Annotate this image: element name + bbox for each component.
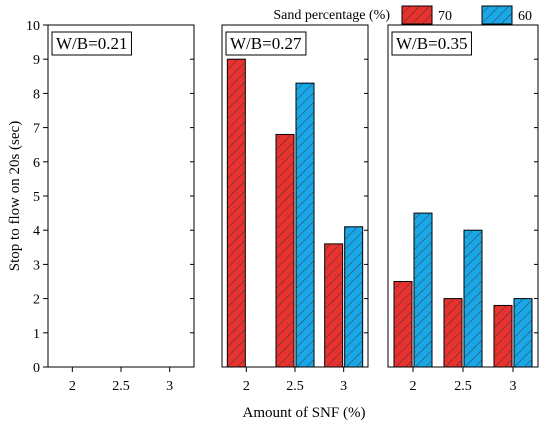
x-tick-label: 2 [410,379,417,394]
bar-hatch [324,243,343,367]
panel-label-box [225,31,307,56]
x-tick-label: 3 [166,379,173,394]
x-tick-label: 2.5 [286,379,304,394]
bar-hatch [514,298,532,367]
y-tick-label: 4 [33,224,40,239]
legend-swatch-hatch [402,6,432,24]
y-tick-label: 5 [33,190,40,205]
panel-label: W/B=0.35 [396,34,467,53]
panel-3: 2 2.5 3 W/B=0.35 [387,24,539,394]
legend-label-60: 60 [518,9,532,24]
panel-label: W/B=0.27 [230,34,302,53]
y-tick-label: 10 [26,19,40,34]
y-tick-label: 9 [33,53,40,68]
bar-hatch [227,59,246,367]
panel-frame [47,24,195,368]
y-axis-label: Stop to flow on 20s (sec) [7,121,23,271]
legend-label-70: 70 [438,9,452,24]
y-tick-label: 2 [33,293,40,308]
x-tick-label: 3 [510,379,517,394]
legend: 70 60 [401,5,532,25]
bar-hatch [296,83,314,367]
bar-hatch [464,230,482,367]
bar-hatch [414,213,432,367]
y-tick-label: 1 [33,327,40,342]
y-tick-label: 3 [33,258,40,273]
bar-hatch [276,134,294,367]
y-tick-label: 6 [33,156,40,171]
panel-label-box [51,31,132,56]
bar-hatch [394,281,412,367]
panel-label: W/B=0.21 [56,34,127,53]
x-tick-label: 2.5 [112,379,130,394]
legend-swatch-hatch [482,6,512,24]
y-tick-label: 8 [33,87,40,102]
bar-hatch [444,298,462,367]
bar-hatch [494,305,512,367]
panel-1: 2 2.5 3 W/B=0.21 [47,24,195,394]
x-tick-label: 2.5 [454,379,472,394]
x-tick-label: 2 [69,379,76,394]
panel-2: 2 2.5 3 W/B=0.27 [221,24,369,394]
legend-title: Sand percentage (%) [273,8,390,23]
x-tick-label: 3 [340,379,347,394]
panel-label-box [391,31,472,56]
x-axis-label: Amount of SNF (%) [243,405,366,421]
y-tick-label: 0 [33,361,40,376]
bar-hatch [344,226,363,367]
x-tick-label: 2 [243,379,250,394]
y-tick-label: 7 [33,122,40,137]
